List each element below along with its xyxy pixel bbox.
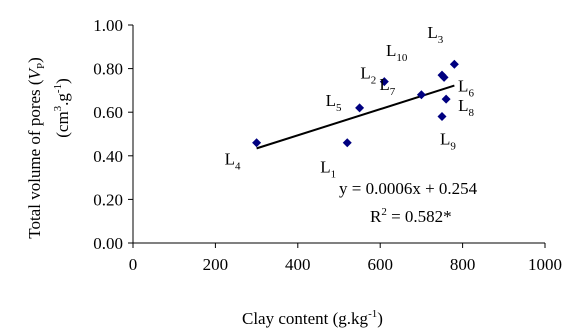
point-label: L4 (225, 150, 241, 173)
point-label-letter: L (427, 23, 437, 42)
x-axis-title-end: ) (377, 309, 383, 328)
y-tick-label: 0.60 (93, 103, 123, 122)
r-squared-value: = 0.582* (387, 207, 452, 226)
point-label-subscript: 3 (438, 34, 444, 46)
y-axis-title-variable: V (25, 66, 44, 79)
regression-equation: y = 0.0006x + 0.254 (339, 179, 478, 198)
data-points (252, 59, 459, 148)
point-label-subscript: 1 (331, 169, 337, 181)
x-axis-title-superscript: -1 (368, 308, 377, 320)
x-tick-label: 600 (367, 255, 393, 274)
point-label-letter: L (440, 130, 450, 149)
point-label-letter: L (379, 75, 389, 94)
point-label-subscript: 2 (371, 75, 377, 87)
y-axis-unit-mid: .g (53, 93, 72, 106)
data-point (355, 103, 365, 113)
data-point (416, 90, 426, 100)
x-tick-label: 0 (129, 255, 138, 274)
point-label-letter: L (458, 76, 468, 95)
data-point (437, 70, 447, 80)
point-label: L1 (320, 158, 336, 181)
point-label: L7 (379, 75, 395, 98)
ticks: 0.00 0.20 0.40 0.60 0.80 1.00 0 200 400 600 800 100… (93, 16, 562, 274)
point-label: L2 (360, 64, 376, 87)
x-axis-title-text: Clay content (g.kg (242, 309, 369, 328)
y-tick-label: 0.80 (93, 60, 123, 79)
axes (132, 25, 545, 244)
data-point (441, 94, 451, 104)
data-point (437, 112, 447, 122)
point-label: L5 (326, 91, 342, 114)
point-label-subscript: 9 (450, 141, 456, 153)
point-label-letter: L (458, 96, 468, 115)
y-axis-title-prefix: Total volume of pores ( (25, 79, 44, 239)
r-squared: R2 = 0.582* (370, 206, 452, 226)
data-point (252, 138, 262, 148)
y-tick-label: 0.20 (93, 190, 123, 209)
x-tick-label: 400 (285, 255, 311, 274)
y-axis-unit-sup2: -1 (52, 84, 64, 93)
point-label-letter: L (386, 41, 396, 60)
y-axis-title-line1: Total volume of pores (VP) (25, 57, 47, 239)
point-label-subscript: 7 (390, 86, 396, 98)
point-label-subscript: 10 (396, 52, 408, 64)
x-tick-label: 200 (203, 255, 229, 274)
r-squared-superscript: 2 (381, 206, 387, 218)
data-point (449, 59, 459, 69)
point-label: L9 (440, 130, 456, 153)
point-label: L3 (427, 23, 443, 46)
point-label: L6 (458, 76, 474, 99)
y-axis-title-suffix: ) (25, 57, 44, 63)
x-tick-label: 800 (450, 255, 476, 274)
point-label-letter: L (360, 64, 370, 83)
point-label-subscript: 8 (469, 107, 475, 119)
y-axis-unit-end: ) (53, 78, 72, 84)
y-axis-title-subscript: P (35, 63, 47, 69)
y-axis-title-line2: (cm3.g-1) (52, 78, 72, 138)
y-axis-unit-sup1: 3 (52, 105, 64, 111)
point-label-letter: L (225, 150, 235, 169)
x-axis-title: Clay content (g.kg-1) (242, 308, 383, 328)
point-label-letter: L (326, 91, 336, 110)
y-tick-label: 1.00 (93, 16, 123, 35)
data-point (379, 77, 389, 87)
point-label: L10 (386, 41, 408, 64)
y-tick-label: 0.40 (93, 147, 123, 166)
point-label-subscript: 5 (336, 102, 342, 114)
r-squared-symbol: R (370, 207, 382, 226)
y-tick-label: 0.00 (93, 234, 123, 253)
point-label: L8 (458, 96, 474, 119)
x-tick-label: 1000 (528, 255, 562, 274)
point-label-letter: L (320, 158, 330, 177)
y-axis-unit-prefix: (cm (53, 111, 72, 137)
point-label-subscript: 6 (468, 87, 474, 99)
point-label-subscript: 4 (235, 161, 241, 173)
data-point (342, 138, 352, 148)
